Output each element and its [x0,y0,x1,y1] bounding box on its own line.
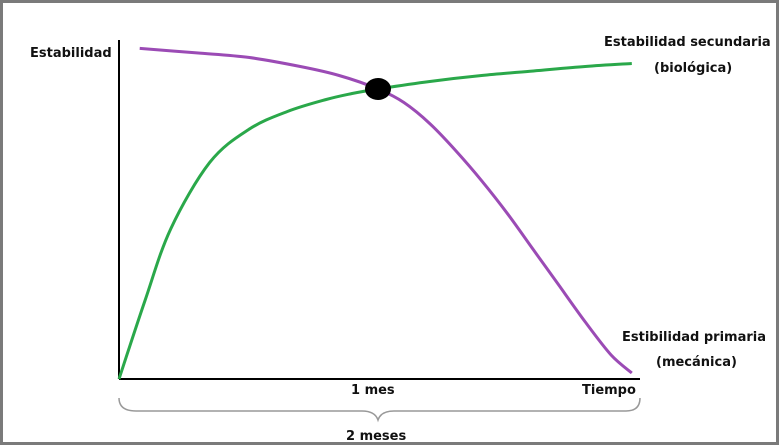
x-tick-label: 1 mes [351,383,395,398]
series-label-primaria-line1: Estibilidad primaria [622,330,766,345]
series-label-secundaria-line2: (biológica) [654,61,732,76]
series-line-primaria [139,46,633,375]
series-label-primaria-line2: (mecánica) [656,355,737,370]
span-brace [118,397,641,423]
series-label-secundaria-line1: Estabilidad secundaria [604,35,771,50]
y-axis-label: Estabilidad [30,46,112,61]
span-label: 2 meses [346,429,406,444]
series-line-secundaria [117,62,632,380]
intersection-marker [365,78,391,100]
x-axis-label: Tiempo [582,383,636,398]
